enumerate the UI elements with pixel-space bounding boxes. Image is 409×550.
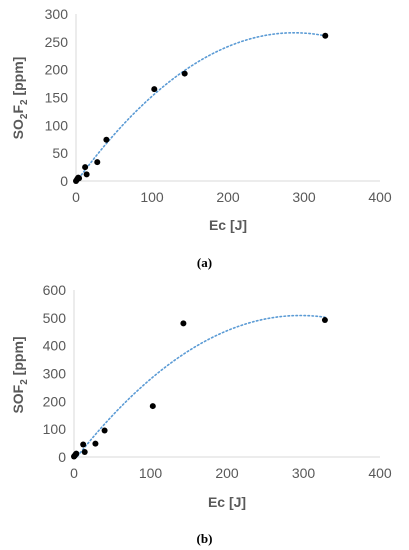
data-point-b	[80, 441, 87, 448]
data-point-b	[321, 317, 328, 324]
y-tick-label-b: 0	[58, 449, 66, 465]
data-point-a	[103, 136, 110, 143]
x-tick-label-a: 100	[140, 189, 164, 205]
y-axis-label-a: SO2F2 [ppm]	[10, 57, 30, 140]
y-axis-label-b: SOF2 [ppm]	[10, 336, 30, 413]
plot-area-b: 0 100 200 300 400 0 100 200 300 400 500 600	[43, 282, 392, 481]
data-point-a	[322, 32, 329, 39]
y-tick-label-b: 200	[43, 393, 67, 409]
data-point-b	[92, 440, 99, 447]
y-tick-label-a: 150	[45, 90, 69, 106]
data-point-a	[76, 175, 83, 182]
x-tick-label-a: 200	[216, 189, 240, 205]
data-point-a	[94, 159, 101, 166]
trendline-b	[73, 314, 326, 458]
x-tick-label-a: 400	[368, 189, 392, 205]
y-tick-label-a: 100	[45, 117, 69, 133]
y-tick-label-b: 600	[43, 282, 67, 298]
chart-panel-a: 0 100 200 300 400 0 50 100 150 200 250 300 Ec [J] S…	[10, 6, 392, 233]
caption-a: (a)	[196, 255, 213, 270]
caption-b: (b)	[196, 531, 213, 546]
y-tick-label-a: 250	[45, 34, 69, 50]
x-tick-label-b: 400	[368, 465, 392, 481]
data-point-b	[149, 403, 156, 410]
data-point-a	[82, 164, 89, 171]
x-tick-label-b: 200	[215, 465, 239, 481]
x-tick-label-a: 0	[72, 189, 80, 205]
x-tick-label-b: 0	[70, 465, 78, 481]
data-point-b	[73, 450, 80, 457]
x-axis-label-b: Ec [J]	[208, 494, 246, 510]
x-axis-label-a: Ec [J]	[209, 217, 247, 233]
data-point-b	[180, 320, 187, 327]
y-tick-label-a: 50	[52, 145, 68, 161]
x-tick-label-b: 300	[292, 465, 316, 481]
y-tick-label-b: 100	[43, 421, 67, 437]
data-point-a	[83, 171, 90, 178]
y-tick-label-a: 200	[45, 62, 69, 78]
data-point-a	[181, 70, 188, 77]
data-point-b	[81, 448, 88, 455]
data-point-b	[101, 427, 108, 434]
y-tick-label-a: 300	[45, 6, 69, 22]
plot-area-a: 0 100 200 300 400 0 50 100 150 200 250 300	[45, 6, 392, 205]
y-tick-label-b: 500	[43, 310, 67, 326]
y-tick-label-a: 0	[60, 173, 68, 189]
x-tick-label-a: 300	[292, 189, 316, 205]
trendline-a	[75, 31, 327, 182]
x-tick-label-b: 100	[139, 465, 163, 481]
data-point-a	[151, 86, 158, 93]
y-tick-label-b: 400	[43, 338, 67, 354]
y-tick-label-b: 300	[43, 366, 67, 382]
